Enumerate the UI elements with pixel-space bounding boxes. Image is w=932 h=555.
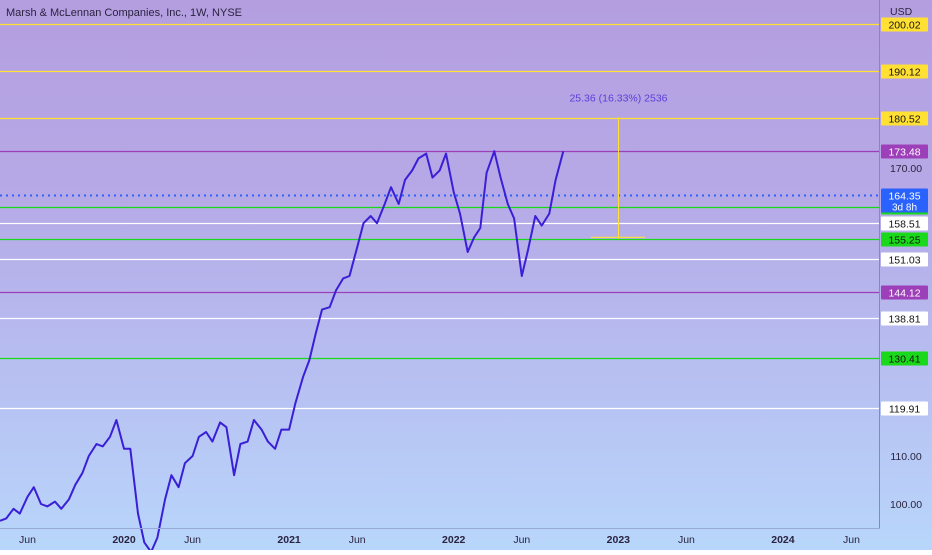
level-label: 200.02 (888, 20, 920, 32)
level-label: 144.12 (888, 288, 920, 300)
x-tick-label: Jun (349, 534, 366, 546)
x-tick-label: 2022 (442, 534, 466, 546)
countdown-label: 3d 8h (892, 203, 917, 214)
x-tick-label: Jun (678, 534, 695, 546)
level-label: 155.25 (888, 235, 920, 247)
level-label-bg (881, 216, 928, 231)
y-tick-label: 100.00 (890, 499, 922, 511)
x-tick-label: Jun (843, 534, 860, 546)
level-label: 138.81 (888, 314, 920, 326)
time-axis[interactable]: Jun 2020 Jun 2021 Jun 2022 Jun 2023 Jun 2024 Jun (0, 528, 880, 547)
x-tick-label: Jun (513, 534, 530, 546)
level-label: 130.41 (888, 354, 920, 366)
level-label-bg (881, 144, 928, 159)
level-label: 119.91 (889, 404, 920, 416)
level-label: 180.52 (888, 114, 920, 126)
level-label-bg (881, 111, 928, 126)
y-tick-label: 110.00 (890, 451, 921, 463)
level-label-bg (881, 401, 928, 416)
level-label: 151.03 (888, 255, 920, 267)
current-price-label: 164.35 (888, 191, 920, 203)
level-label-bg (881, 17, 928, 32)
price-line (0, 150, 565, 553)
level-label: 173.48 (888, 147, 920, 159)
level-label-bg (881, 252, 928, 267)
level-label-bg (881, 232, 928, 247)
x-tick-label: 2023 (607, 534, 631, 546)
level-label-bg (881, 351, 928, 366)
level-label: 190.12 (888, 67, 920, 79)
level-label-bg (881, 311, 928, 326)
current-price-label-bg (881, 188, 928, 213)
chart-title: Marsh & McLennan Companies, Inc., 1W, NY… (6, 7, 242, 19)
x-tick-label: Jun (19, 534, 36, 546)
measure-tool: 25.36 (16.33%) 2536 (569, 93, 668, 239)
y-tick-label: 170.00 (890, 163, 922, 175)
price-series (0, 150, 565, 553)
x-tick-label: 2020 (112, 534, 136, 546)
horizontal-levels (0, 23, 879, 410)
level-label: 158.51 (888, 219, 920, 231)
price-axis[interactable]: USD 100.00 110.00 170.00 200.02 190.12 180.52… (879, 0, 929, 528)
measure-label: 25.36 (16.33%) 2536 (569, 93, 667, 105)
level-label-bg (881, 285, 928, 300)
level-label-bg (881, 64, 928, 79)
currency-label: USD (890, 6, 913, 18)
x-tick-label: Jun (184, 534, 201, 546)
x-tick-label: 2024 (771, 534, 795, 546)
x-tick-label: 2021 (277, 534, 301, 546)
